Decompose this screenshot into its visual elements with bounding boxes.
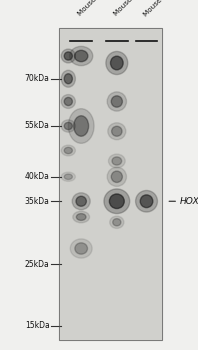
Text: Mouse kidney: Mouse kidney xyxy=(113,0,152,18)
Ellipse shape xyxy=(68,108,94,144)
Text: HOXC8: HOXC8 xyxy=(180,197,198,206)
Ellipse shape xyxy=(136,190,157,212)
Ellipse shape xyxy=(64,174,72,180)
Ellipse shape xyxy=(107,167,127,186)
Ellipse shape xyxy=(112,157,122,165)
Ellipse shape xyxy=(61,120,75,132)
Text: Mouse liver: Mouse liver xyxy=(142,0,176,18)
Ellipse shape xyxy=(74,50,88,62)
Ellipse shape xyxy=(64,122,72,130)
Ellipse shape xyxy=(64,52,72,60)
Ellipse shape xyxy=(61,70,75,87)
Text: 55kDa: 55kDa xyxy=(25,121,50,131)
Ellipse shape xyxy=(108,123,126,140)
Ellipse shape xyxy=(111,171,122,182)
Ellipse shape xyxy=(64,147,72,154)
Ellipse shape xyxy=(61,49,75,63)
Ellipse shape xyxy=(74,116,89,136)
Ellipse shape xyxy=(70,239,92,258)
Ellipse shape xyxy=(109,194,124,209)
Ellipse shape xyxy=(76,214,86,220)
Ellipse shape xyxy=(61,145,75,156)
Ellipse shape xyxy=(111,96,122,107)
Text: 70kDa: 70kDa xyxy=(25,74,50,83)
Ellipse shape xyxy=(104,189,130,213)
Ellipse shape xyxy=(113,219,121,226)
Ellipse shape xyxy=(112,126,122,136)
Text: 40kDa: 40kDa xyxy=(25,172,50,181)
Ellipse shape xyxy=(140,195,153,208)
Bar xyxy=(59,28,162,340)
Ellipse shape xyxy=(61,172,75,181)
Ellipse shape xyxy=(106,51,128,75)
Ellipse shape xyxy=(107,92,127,111)
Ellipse shape xyxy=(70,46,93,66)
Text: 15kDa: 15kDa xyxy=(25,321,50,330)
Text: 25kDa: 25kDa xyxy=(25,260,50,269)
Ellipse shape xyxy=(110,216,124,229)
Ellipse shape xyxy=(61,94,75,108)
Ellipse shape xyxy=(75,243,88,254)
Ellipse shape xyxy=(73,211,89,223)
Bar xyxy=(59,28,162,340)
Ellipse shape xyxy=(110,56,123,70)
Ellipse shape xyxy=(64,97,72,106)
Ellipse shape xyxy=(76,196,86,206)
Ellipse shape xyxy=(64,74,72,84)
Text: 35kDa: 35kDa xyxy=(25,197,50,206)
Ellipse shape xyxy=(72,193,90,210)
Text: Mouse spinal cord: Mouse spinal cord xyxy=(77,0,127,18)
Ellipse shape xyxy=(109,154,125,168)
